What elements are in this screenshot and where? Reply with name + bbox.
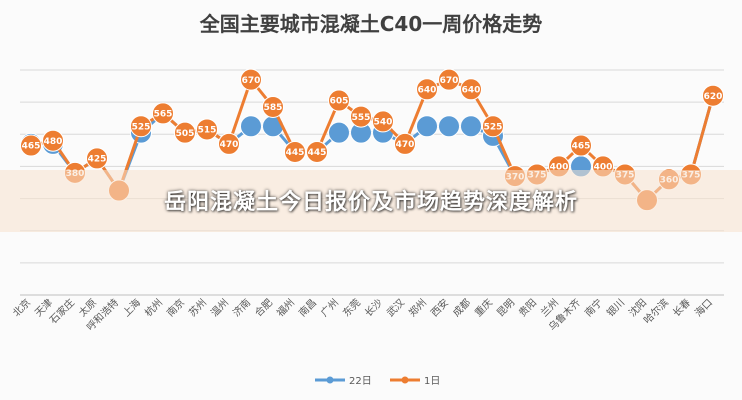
data-label: 640 (462, 85, 481, 95)
data-point (240, 115, 262, 138)
x-tick-label: 杭州 (142, 296, 165, 319)
data-point (328, 89, 350, 112)
data-label: 465 (572, 142, 591, 152)
x-tick-label: 成都 (450, 297, 473, 320)
data-label: 525 (484, 122, 503, 132)
data-label: 400 (550, 163, 569, 173)
x-tick-label: 昆明 (494, 297, 517, 320)
data-label: 470 (396, 140, 415, 150)
data-label: 540 (374, 118, 393, 128)
data-point (702, 84, 724, 107)
data-label: 400 (594, 163, 613, 173)
data-label: 585 (264, 103, 283, 113)
banner-title: 岳阳混凝土今日报价及市场趋势深度解析 (163, 190, 578, 215)
x-tick-label: 南宁 (582, 296, 605, 319)
data-label: 470 (220, 140, 239, 150)
data-label: 670 (242, 76, 261, 86)
data-label: 670 (440, 76, 459, 86)
data-point (262, 95, 284, 118)
data-label: 555 (352, 113, 371, 123)
x-tick-label: 北京 (10, 296, 33, 319)
x-tick-label: 武汉 (384, 296, 407, 319)
x-tick-label: 西安 (428, 296, 451, 319)
data-point (174, 121, 196, 144)
data-label: 565 (154, 110, 173, 120)
data-point (130, 115, 152, 138)
x-axis-tick-labels: 北京 天津石家庄 太原呼和浩特 上海 杭州 南京 苏州 温州 济南 合肥 福州 南昌 广州 东莞 长沙 武汉郑… (10, 296, 715, 333)
legend-label: 22日 (349, 376, 372, 387)
data-label: 640 (418, 85, 437, 95)
data-label: 525 (132, 122, 151, 132)
data-point (438, 68, 460, 91)
data-point (20, 134, 42, 157)
data-label: 480 (44, 137, 63, 147)
data-label: 505 (176, 129, 195, 139)
legend-marker (326, 376, 334, 384)
data-point (372, 110, 394, 133)
x-tick-label: 银川 (604, 296, 627, 319)
data-label: 465 (22, 142, 41, 152)
data-point (196, 118, 218, 141)
data-point (42, 129, 64, 152)
data-point (438, 115, 460, 138)
data-point (394, 132, 416, 155)
data-point (152, 102, 174, 125)
x-tick-label: 苏州 (186, 296, 209, 319)
x-tick-label: 南昌 (296, 296, 319, 319)
data-point (416, 78, 438, 101)
title-banner (0, 170, 742, 232)
data-label: 445 (308, 148, 327, 158)
x-tick-label: 南京 (164, 296, 187, 319)
x-tick-label: 济南 (230, 296, 253, 319)
x-tick-label: 广州 (318, 297, 341, 320)
x-tick-label: 海口 (692, 296, 715, 319)
data-point (460, 78, 482, 101)
data-point (306, 140, 328, 163)
x-tick-label: 长春 (670, 297, 693, 320)
data-point (284, 140, 306, 163)
x-tick-label: 上海 (120, 296, 143, 319)
x-tick-label: 哈尔滨 (641, 296, 671, 326)
x-tick-label: 长沙 (362, 297, 385, 320)
x-tick-label: 温州 (208, 297, 231, 320)
data-label: 445 (286, 148, 305, 158)
x-tick-label: 贵阳 (516, 296, 539, 319)
legend-label: 1日 (424, 376, 440, 387)
data-point (482, 115, 504, 138)
data-label: 515 (198, 126, 217, 136)
data-label: 425 (88, 155, 107, 165)
data-point (570, 134, 592, 157)
x-tick-label: 合肥 (252, 296, 275, 319)
legend-marker (401, 376, 409, 384)
data-label: 620 (704, 92, 723, 102)
x-tick-label: 石家庄 (47, 296, 77, 326)
data-point (240, 68, 262, 91)
legend: 22日 1日 (315, 376, 440, 387)
x-tick-label: 东莞 (340, 296, 363, 319)
data-point (328, 121, 350, 144)
data-point (218, 132, 240, 155)
data-point (460, 115, 482, 138)
data-point (350, 105, 372, 128)
data-point (86, 147, 108, 170)
x-tick-label: 福州 (274, 296, 297, 319)
x-tick-label: 郑州 (406, 296, 429, 319)
x-tick-label: 重庆 (472, 296, 495, 319)
data-label: 605 (330, 97, 349, 107)
chart-title: 全国主要城市混凝土C40一周价格走势 (199, 12, 543, 36)
data-point (416, 115, 438, 138)
